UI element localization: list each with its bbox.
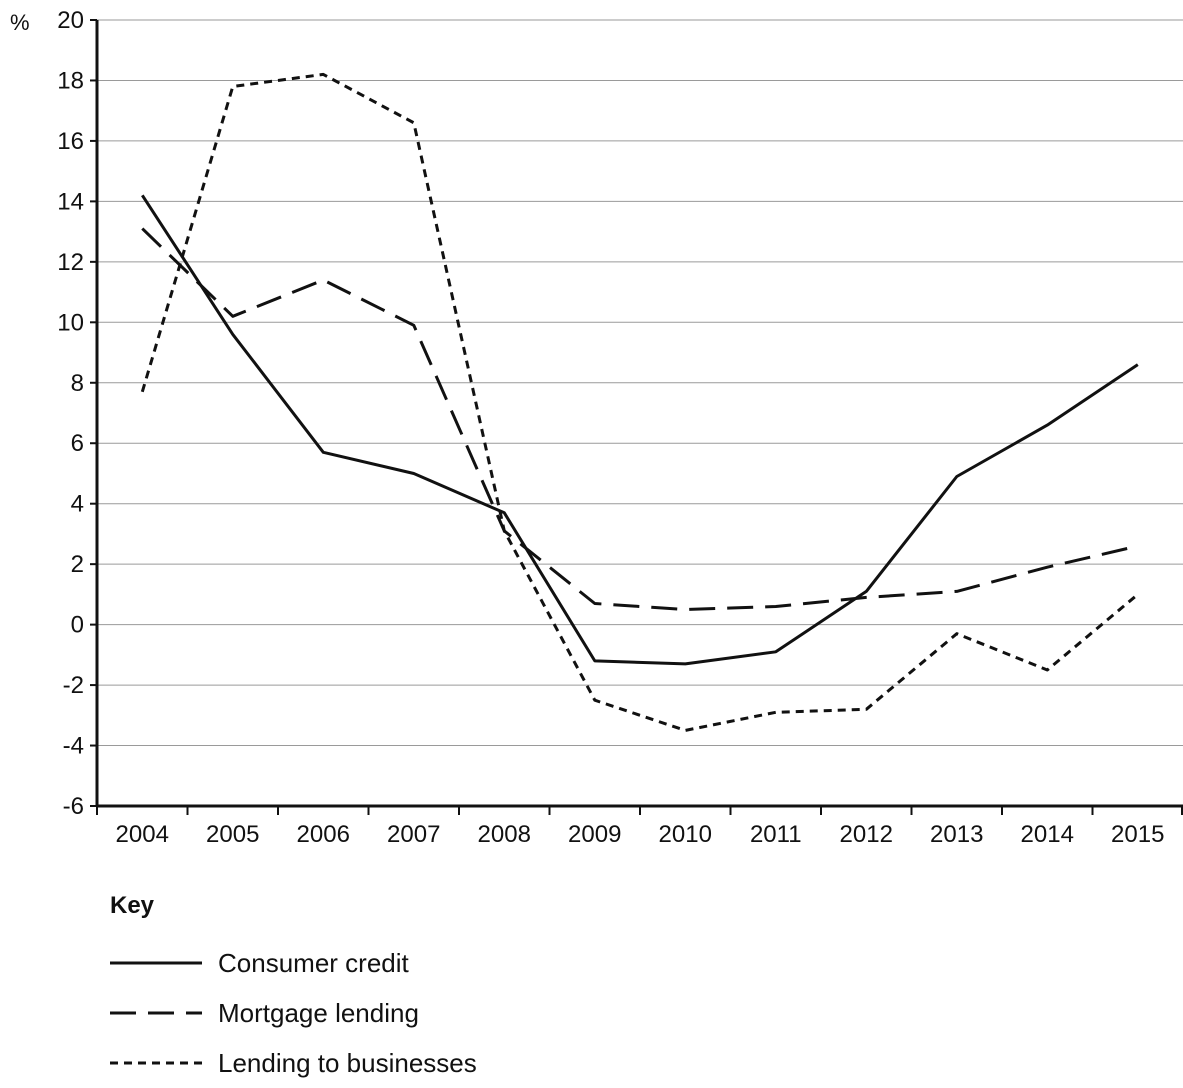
- y-tick-label: 10: [57, 309, 84, 336]
- gridlines: [97, 20, 1183, 746]
- legend: Key Consumer credit Mortgage lending Len…: [110, 892, 477, 1088]
- legend-swatch-solid: [110, 958, 202, 968]
- y-axis-unit-label: %: [10, 10, 30, 35]
- y-tick-label: 6: [71, 430, 84, 457]
- x-tick-label: 2011: [750, 821, 802, 848]
- y-tick-label: 0: [71, 612, 84, 639]
- x-tick-label: 2007: [387, 821, 440, 848]
- series-lines: [142, 74, 1138, 730]
- legend-title: Key: [110, 892, 477, 920]
- legend-label: Consumer credit: [218, 948, 409, 979]
- y-tick-label: 14: [57, 188, 84, 215]
- x-tick-label: 2008: [478, 821, 531, 848]
- x-tick-label: 2014: [1021, 821, 1074, 848]
- legend-item-consumer-credit: Consumer credit: [110, 938, 477, 988]
- y-tick-label: -6: [63, 793, 84, 820]
- legend-item-mortgage-lending: Mortgage lending: [110, 988, 477, 1038]
- x-tick-label: 2012: [840, 821, 893, 848]
- y-tick-label: -2: [63, 672, 84, 699]
- legend-swatch-long-dash: [110, 1008, 202, 1018]
- y-tick-label: 20: [57, 7, 84, 34]
- y-tick-label: 4: [71, 491, 84, 518]
- y-tick-label: 16: [57, 128, 84, 155]
- x-tick-label: 2005: [206, 821, 259, 848]
- line-chart: -6 -4 -2 0 2 4 6 8 10 12 14 16 18 20 2004 2005 2006 2007 2…: [0, 0, 1183, 880]
- legend-item-lending-to-businesses: Lending to businesses: [110, 1038, 477, 1088]
- y-tick-label: -4: [63, 733, 84, 760]
- series-line-lending-to-businesses: [142, 74, 1138, 730]
- legend-label: Mortgage lending: [218, 998, 419, 1029]
- y-tick-label: 2: [71, 551, 84, 578]
- axes: -6 -4 -2 0 2 4 6 8 10 12 14 16 18 20 2004 2005 2006 2007 2…: [57, 7, 1183, 848]
- x-tick-label: 2015: [1111, 821, 1164, 848]
- x-tick-label: 2004: [116, 821, 169, 848]
- legend-label: Lending to businesses: [218, 1048, 477, 1079]
- x-tick-label: 2006: [297, 821, 350, 848]
- x-tick-label: 2013: [930, 821, 983, 848]
- legend-swatch-short-dash: [110, 1058, 202, 1068]
- x-tick-label: 2010: [659, 821, 712, 848]
- series-line-mortgage-lending: [142, 229, 1138, 610]
- x-tick-label: 2009: [568, 821, 621, 848]
- y-tick-label: 18: [57, 67, 84, 94]
- series-line-consumer-credit: [142, 195, 1138, 664]
- y-tick-label: 12: [57, 249, 84, 276]
- y-tick-label: 8: [71, 370, 84, 397]
